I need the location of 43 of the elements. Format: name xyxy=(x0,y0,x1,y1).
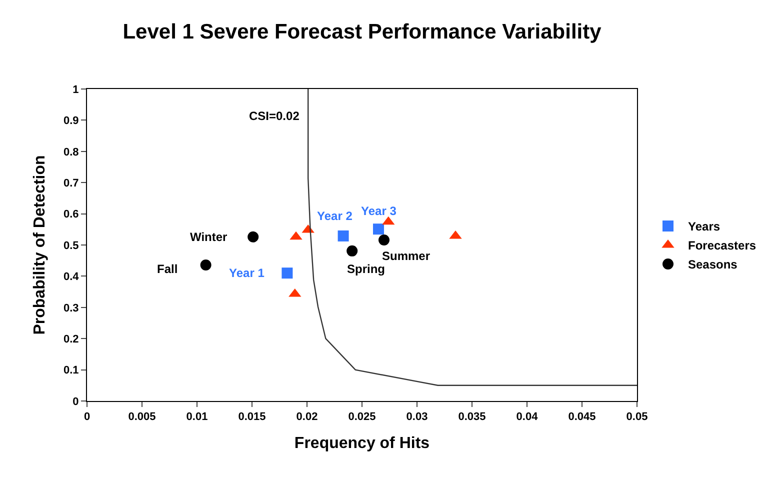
y-tick-label: 0.1 xyxy=(64,364,79,377)
x-tick-label: 0.015 xyxy=(238,411,266,424)
y-axis-title: Probability of Detection xyxy=(31,155,48,335)
point xyxy=(378,234,390,246)
chart-title: Level 1 Severe Forecast Performance Variability xyxy=(122,20,602,44)
x-tick-label: 0.05 xyxy=(626,411,648,424)
x-tick-label: 0.04 xyxy=(516,411,539,424)
legend-label: Seasons xyxy=(688,258,738,272)
y-tick-label: 0.4 xyxy=(64,271,80,284)
annotation: Year 1 xyxy=(229,266,265,280)
y-tick-label: 0.2 xyxy=(64,333,79,346)
annotation: Summer xyxy=(382,249,430,263)
x-tick-label: 0.005 xyxy=(128,411,156,424)
y-tick-label: 0.9 xyxy=(64,115,79,128)
annotation: CSI=0.02 xyxy=(249,109,300,123)
y-tick-label: 0.8 xyxy=(64,146,79,158)
x-tick-label: 0.025 xyxy=(348,411,376,424)
point xyxy=(346,245,358,256)
annotation: Year 3 xyxy=(361,204,397,218)
y-tick-label: 1 xyxy=(72,84,79,96)
point xyxy=(200,259,212,270)
annotation: Spring xyxy=(347,262,385,276)
x-tick-label: 0.035 xyxy=(458,411,486,424)
x-tick-label: 0 xyxy=(84,411,90,424)
x-tick-label: 0.01 xyxy=(186,411,208,424)
y-tick-label: 0 xyxy=(72,396,79,408)
x-axis-title: Frequency of Hits xyxy=(294,434,430,452)
y-tick-label: 0.3 xyxy=(64,302,79,314)
y-tick-label: 0.6 xyxy=(64,208,79,221)
annotation: Winter xyxy=(190,230,228,244)
point xyxy=(282,268,293,279)
point xyxy=(338,230,349,242)
point xyxy=(248,231,259,242)
y-tick-label: 0.5 xyxy=(64,240,79,252)
x-tick-label: 0.045 xyxy=(568,411,596,424)
annotation: Fall xyxy=(157,262,178,276)
legend-label: Forecasters xyxy=(688,238,756,253)
point xyxy=(373,224,384,235)
x-tick-label: 0.03 xyxy=(406,411,428,424)
annotation: Year 2 xyxy=(317,209,353,223)
legend-label: Years xyxy=(688,220,720,234)
x-tick-label: 0.02 xyxy=(296,411,318,424)
y-tick-label: 0.7 xyxy=(64,177,79,190)
